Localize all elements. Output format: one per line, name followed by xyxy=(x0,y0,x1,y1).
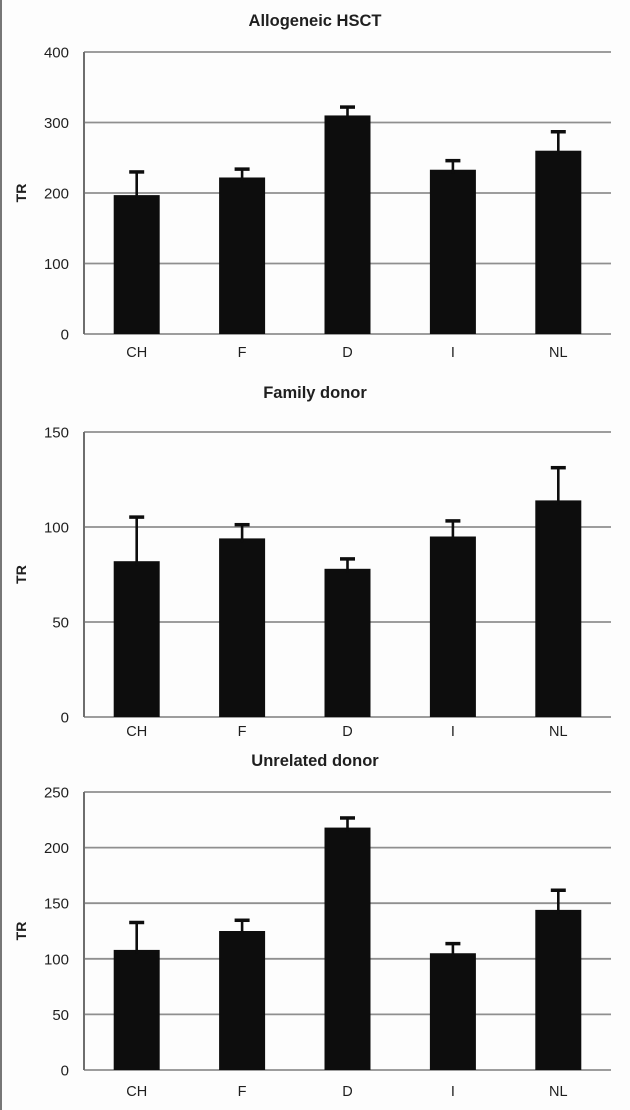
chart-panel-family-donor: Family donor 0 50 100 150 TR CH F D I NL xyxy=(0,370,630,740)
chart-panel-allogeneic-hsct: Allogeneic HSCT 0 100 200 300 400 TR CH F D I NL xyxy=(0,0,630,370)
bar-i xyxy=(429,536,476,717)
x-tick-label: NL xyxy=(549,345,568,361)
bar-nl xyxy=(535,500,582,717)
bar-f xyxy=(219,177,266,334)
chart-title: Family donor xyxy=(263,384,367,402)
bar-f xyxy=(219,931,266,1070)
chart-svg-allogeneic-hsct: Allogeneic HSCT 0 100 200 300 400 TR CH F D I NL xyxy=(13,12,611,361)
chart-title: Unrelated donor xyxy=(251,752,379,770)
y-tick-label: 0 xyxy=(61,710,69,727)
x-tick-label: D xyxy=(342,345,352,361)
y-axis-title: TR xyxy=(13,565,29,584)
x-tick-label: CH xyxy=(126,345,147,361)
bar-nl xyxy=(535,150,582,334)
x-tick-label: NL xyxy=(549,724,568,740)
x-tick-label: CH xyxy=(126,1084,147,1100)
x-tick-label: D xyxy=(342,1084,352,1100)
x-tick-label: CH xyxy=(126,724,147,740)
x-tick-label: F xyxy=(238,1084,247,1100)
y-tick-label: 400 xyxy=(44,45,69,62)
y-axis-title: TR xyxy=(13,922,29,941)
y-tick-label: 0 xyxy=(61,327,69,344)
bar-ch xyxy=(113,195,160,334)
y-tick-label: 150 xyxy=(44,896,69,913)
chart-title: Allogeneic HSCT xyxy=(249,12,382,30)
x-tick-label: F xyxy=(238,724,247,740)
y-tick-label: 100 xyxy=(44,951,69,968)
chart-svg-family-donor: Family donor 0 50 100 150 TR CH F D I NL xyxy=(13,384,611,740)
y-tick-label: 150 xyxy=(44,425,69,442)
bar-d xyxy=(324,827,371,1070)
x-tick-label: I xyxy=(451,345,455,361)
bar-ch xyxy=(113,949,160,1070)
y-tick-label: 250 xyxy=(44,785,69,802)
y-tick-label: 200 xyxy=(44,840,69,857)
x-tick-label: I xyxy=(451,724,455,740)
bar-d xyxy=(324,568,371,717)
y-tick-label: 50 xyxy=(52,615,69,632)
chart-svg-unrelated-donor: Unrelated donor 0 50 100 150 200 250 TR CH F D I NL xyxy=(13,752,611,1100)
y-tick-label: 50 xyxy=(52,1007,69,1024)
bar-i xyxy=(429,169,476,334)
x-tick-label: F xyxy=(238,345,247,361)
bar-f xyxy=(219,538,266,717)
y-tick-label: 0 xyxy=(61,1063,69,1080)
y-axis-title: TR xyxy=(13,184,29,203)
x-tick-label: NL xyxy=(549,1084,568,1100)
bar-nl xyxy=(535,909,582,1070)
bar-i xyxy=(429,953,476,1070)
y-tick-label: 200 xyxy=(44,186,69,203)
y-tick-label: 100 xyxy=(44,520,69,537)
y-tick-label: 100 xyxy=(44,256,69,273)
y-tick-label: 300 xyxy=(44,115,69,132)
chart-panel-unrelated-donor: Unrelated donor 0 50 100 150 200 250 TR CH F D I NL xyxy=(0,740,630,1110)
bar-ch xyxy=(113,561,160,717)
x-tick-label: I xyxy=(451,1084,455,1100)
bar-d xyxy=(324,115,371,334)
x-tick-label: D xyxy=(342,724,352,740)
